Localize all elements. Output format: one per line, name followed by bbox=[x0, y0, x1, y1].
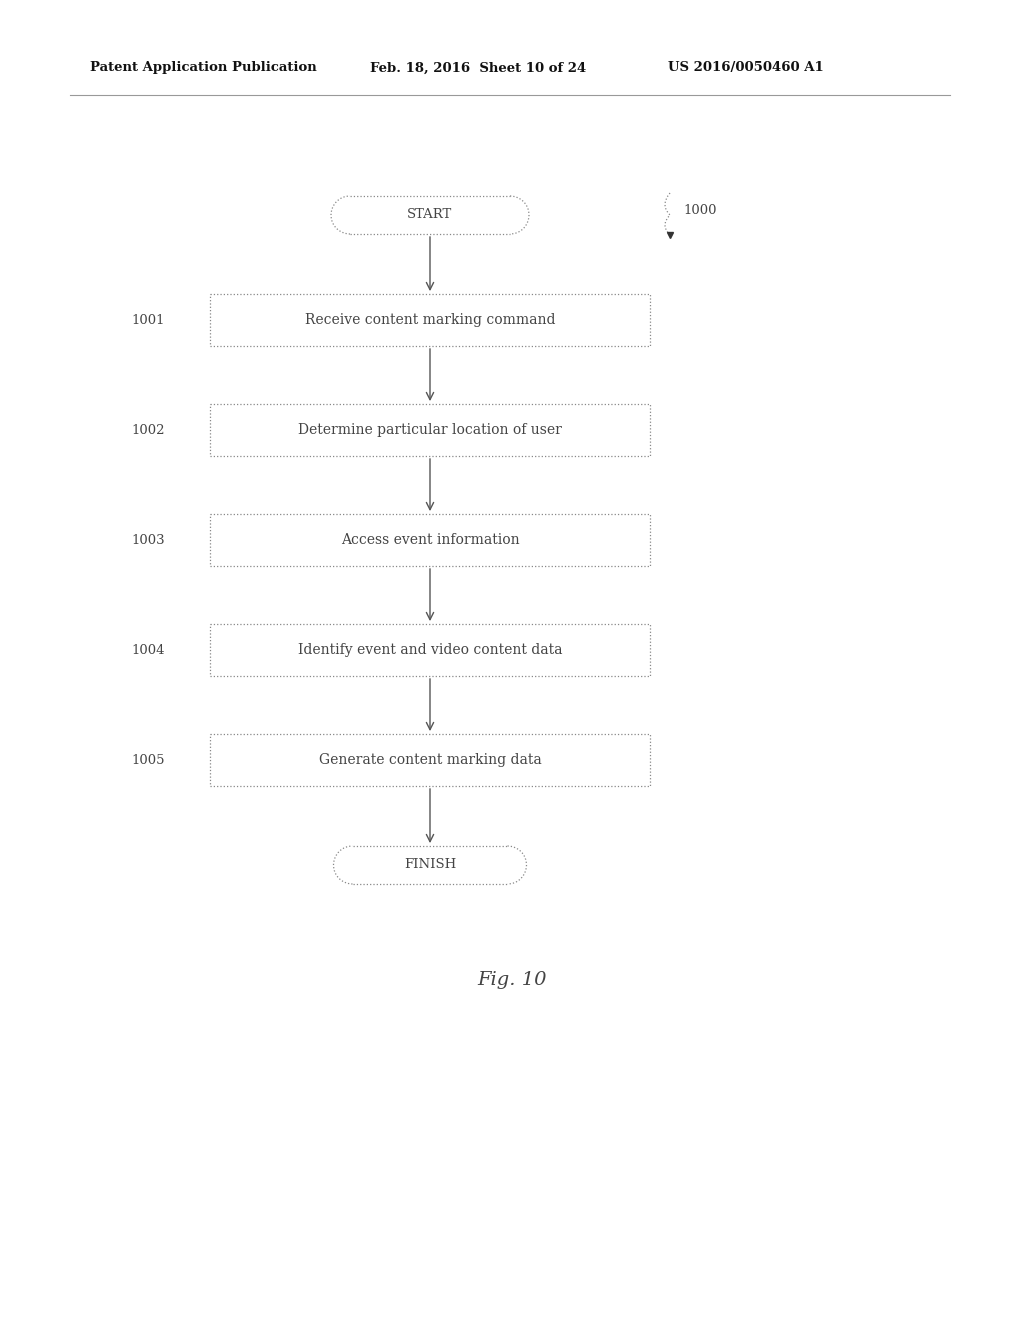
Text: Receive content marking command: Receive content marking command bbox=[305, 313, 555, 327]
Bar bbox=[210, 624, 650, 676]
Bar bbox=[210, 734, 650, 785]
Text: Determine particular location of user: Determine particular location of user bbox=[298, 422, 562, 437]
Text: START: START bbox=[408, 209, 453, 222]
Text: 1001: 1001 bbox=[131, 314, 165, 326]
Bar bbox=[210, 404, 650, 455]
Text: Patent Application Publication: Patent Application Publication bbox=[90, 62, 316, 74]
Text: US 2016/0050460 A1: US 2016/0050460 A1 bbox=[668, 62, 823, 74]
Text: Access event information: Access event information bbox=[341, 533, 519, 546]
Bar bbox=[210, 513, 650, 566]
Text: FINISH: FINISH bbox=[403, 858, 456, 871]
Bar bbox=[210, 294, 650, 346]
Text: 1004: 1004 bbox=[131, 644, 165, 656]
Text: 1000: 1000 bbox=[683, 203, 717, 216]
Text: 1005: 1005 bbox=[131, 754, 165, 767]
Text: Generate content marking data: Generate content marking data bbox=[318, 752, 542, 767]
Text: 1003: 1003 bbox=[131, 533, 165, 546]
Text: Feb. 18, 2016  Sheet 10 of 24: Feb. 18, 2016 Sheet 10 of 24 bbox=[370, 62, 587, 74]
Text: Fig. 10: Fig. 10 bbox=[477, 972, 547, 989]
Text: Identify event and video content data: Identify event and video content data bbox=[298, 643, 562, 657]
Text: 1002: 1002 bbox=[131, 424, 165, 437]
